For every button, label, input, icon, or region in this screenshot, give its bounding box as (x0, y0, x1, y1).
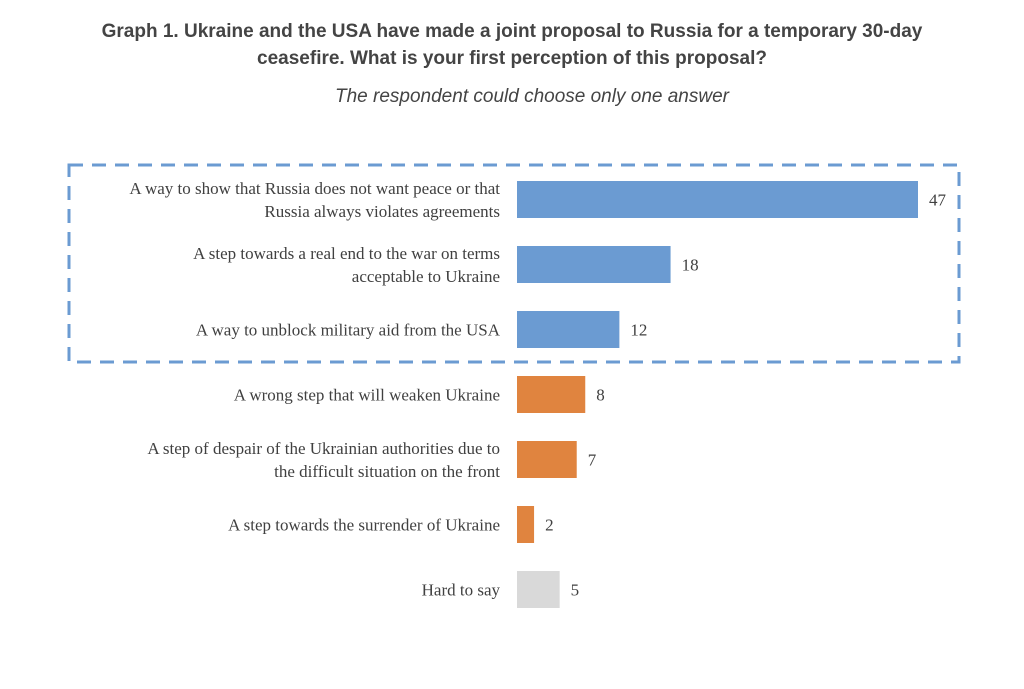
bar-3 (517, 376, 586, 413)
bar-5 (517, 506, 535, 543)
highlight-box (67, 163, 961, 364)
chart-title: Graph 1. Ukraine and the USA have made a… (0, 18, 1024, 72)
category-label-1-line-0: A step towards a real end to the war on … (193, 244, 500, 263)
category-label-1-line-1: acceptable to Ukraine (352, 267, 500, 286)
category-label-6-line-0: Hard to say (422, 581, 501, 600)
chart-title-line-2: ceasefire. What is your first perception… (257, 48, 767, 69)
category-label-4-line-1: the difficult situation on the front (274, 462, 500, 481)
category-label-5-line-0: A step towards the surrender of Ukraine (228, 516, 500, 535)
bars (517, 181, 918, 608)
value-label-0: 47 (929, 191, 947, 210)
value-label-6: 5 (571, 581, 580, 600)
bar-0 (517, 181, 918, 218)
category-label-0-line-1: Russia always violates agreements (264, 202, 500, 221)
category-label-0-line-0: A way to show that Russia does not want … (129, 179, 500, 198)
value-labels: 47 18 12 8 7 2 5 (545, 191, 946, 600)
value-label-3: 8 (596, 386, 605, 405)
category-label-4-line-0: A step of despair of the Ukrainian autho… (147, 439, 500, 458)
value-label-4: 7 (588, 451, 597, 470)
chart-subtitle: The respondent could choose only one ans… (335, 86, 729, 107)
category-label-2-line-0: A way to unblock military aid from the U… (196, 321, 501, 340)
chart-title-line-1: Graph 1. Ukraine and the USA have made a… (101, 21, 923, 42)
value-label-1: 18 (682, 256, 699, 275)
bar-6 (517, 571, 560, 608)
bar-2 (517, 311, 620, 348)
bar-1 (517, 246, 671, 283)
category-labels: A way to show that Russia does not want … (129, 179, 500, 600)
value-label-5: 2 (545, 516, 554, 535)
bar-4 (517, 441, 577, 478)
category-label-3-line-0: A wrong step that will weaken Ukraine (234, 386, 500, 405)
value-label-2: 12 (630, 321, 647, 340)
